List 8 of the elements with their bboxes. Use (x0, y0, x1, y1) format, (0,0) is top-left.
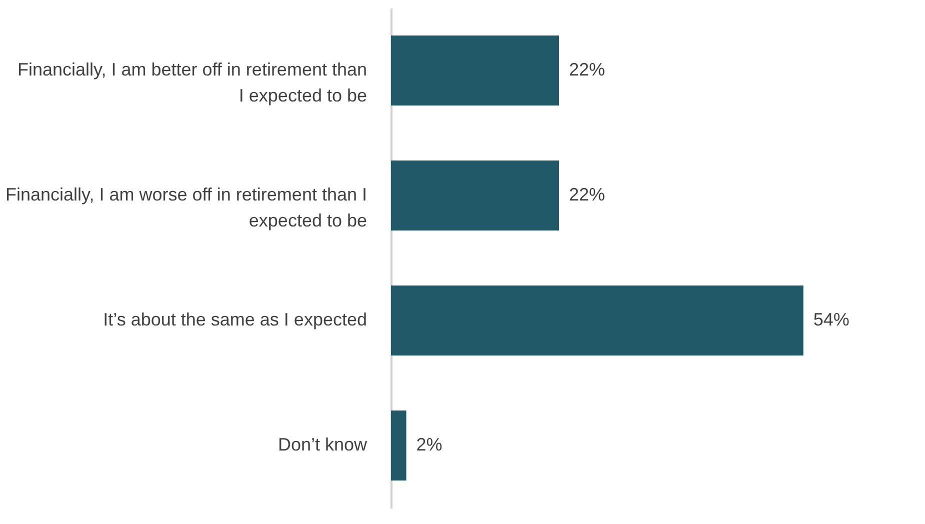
data-label: 22% (569, 184, 606, 204)
y-tick-label: It’s about the same as I expected (103, 310, 367, 330)
y-tick-label: Financially, I am worse off in retirement than I expected to be (6, 184, 367, 230)
data-label: 54% (813, 310, 850, 330)
data-label: 2% (416, 434, 442, 454)
y-tick-label: Don’t know (278, 434, 368, 454)
data-label: 22% (569, 60, 606, 80)
y-tick-label: Financially, I am better off in retirement than I expected to be (18, 60, 367, 106)
